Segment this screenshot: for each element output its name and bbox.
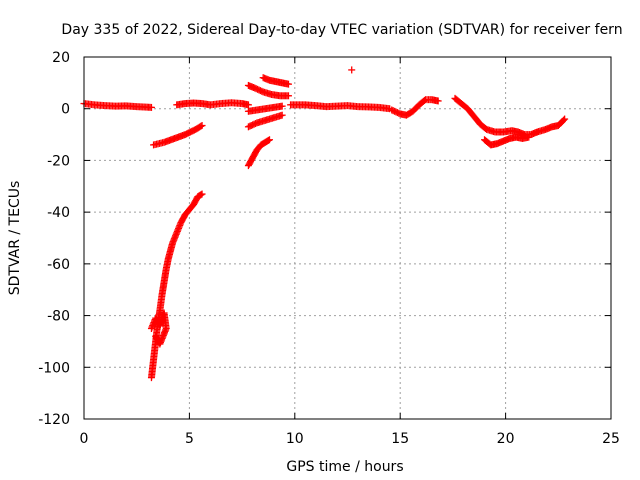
y-tick-label: 20 bbox=[52, 50, 70, 66]
data-point bbox=[152, 334, 160, 342]
x-tick-label: 20 bbox=[497, 431, 515, 447]
y-tick-label: -80 bbox=[47, 309, 70, 325]
plot-frame bbox=[83, 56, 612, 420]
x-tick-label: 10 bbox=[286, 431, 304, 447]
axis-ticks: 0 5 10 15 20 25 -120 -100 -80 -60 -40 -20 0 20 bbox=[38, 50, 620, 447]
x-tick-label: 15 bbox=[391, 431, 409, 447]
y-tick-label: -120 bbox=[38, 412, 70, 428]
data-point bbox=[278, 111, 286, 119]
data-point bbox=[152, 332, 160, 340]
y-axis-label: SDTVAR / TECUs bbox=[7, 181, 23, 296]
chart-title: Day 335 of 2022, Sidereal Day-to-day VTE… bbox=[61, 22, 622, 38]
data-point bbox=[284, 80, 292, 88]
data-point bbox=[197, 122, 205, 130]
y-tick-label: -40 bbox=[47, 205, 70, 221]
data-point bbox=[284, 92, 292, 100]
data-point bbox=[266, 136, 274, 144]
y-tick-label: -100 bbox=[38, 360, 70, 376]
data-point bbox=[434, 97, 442, 105]
x-axis-label: GPS time / hours bbox=[286, 459, 403, 475]
data-point bbox=[198, 190, 206, 198]
data-point bbox=[278, 102, 286, 110]
x-tick-label: 25 bbox=[602, 431, 620, 447]
data-point bbox=[561, 115, 569, 123]
y-tick-label: -60 bbox=[47, 257, 70, 273]
data-point bbox=[147, 103, 155, 111]
data-point bbox=[244, 101, 252, 109]
x-tick-label: 5 bbox=[185, 431, 194, 447]
data-point bbox=[525, 133, 533, 141]
data-point bbox=[198, 122, 206, 130]
data-point bbox=[560, 116, 568, 124]
data-markers bbox=[80, 66, 569, 382]
x-tick-label: 0 bbox=[80, 431, 89, 447]
data-point bbox=[348, 66, 356, 74]
y-tick-label: 0 bbox=[61, 102, 70, 118]
grid-lines bbox=[84, 57, 611, 419]
y-tick-label: -20 bbox=[47, 153, 70, 169]
